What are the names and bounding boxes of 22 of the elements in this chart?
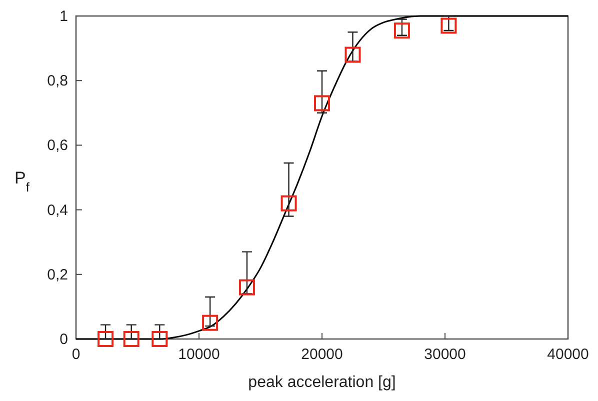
- point: [314, 95, 330, 112]
- point: [98, 331, 114, 347]
- point: [238, 279, 255, 296]
- x-tick-label: 20000: [301, 346, 343, 363]
- x-tick-label: 40000: [547, 346, 589, 363]
- point: [152, 331, 168, 347]
- x-axis-title: peak acceleration [g]: [248, 374, 396, 391]
- y-axis-title: P$_{f}$: [14, 168, 30, 194]
- x-tick-label: 30000: [424, 346, 466, 363]
- point: [280, 195, 297, 212]
- y-tick-label: 0,8: [47, 72, 68, 90]
- y-tick-label: 0,6: [47, 137, 68, 154]
- x-tick-label: 0: [72, 346, 80, 363]
- x-tick-label: 10000: [178, 346, 220, 363]
- y-tick-label: 1: [60, 8, 68, 25]
- point: [123, 331, 140, 347]
- point: [394, 22, 410, 39]
- point: [344, 46, 361, 63]
- point: [202, 314, 218, 331]
- y-tick-label: 0,4: [47, 202, 68, 219]
- y-tick-label: 0,2: [47, 266, 68, 284]
- y-tick-label: 0: [60, 331, 68, 348]
